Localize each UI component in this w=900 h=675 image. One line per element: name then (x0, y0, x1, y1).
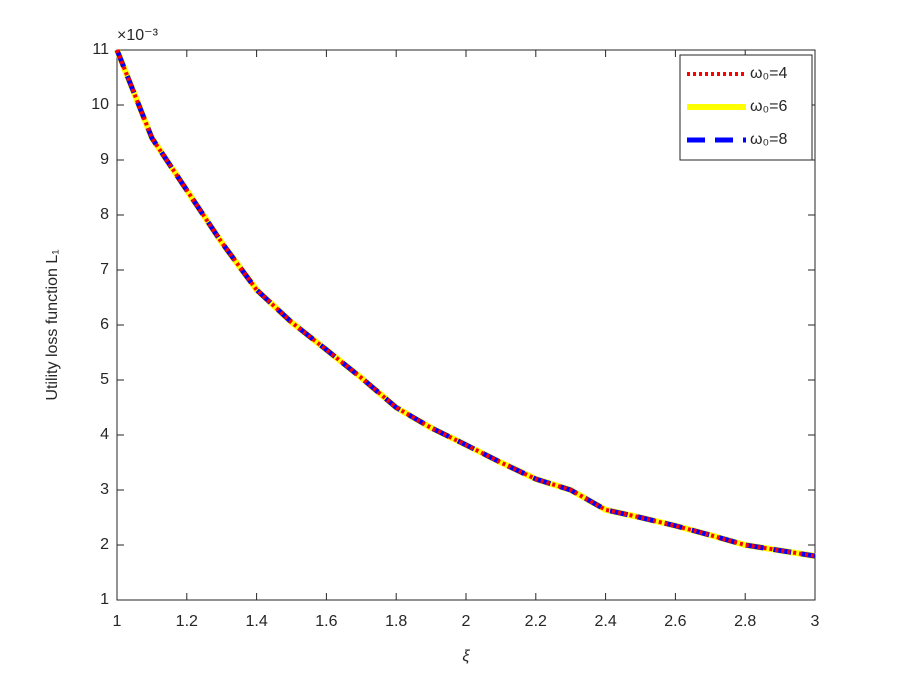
x-tick-label: 1.4 (245, 613, 267, 630)
x-tick-label: 3 (811, 613, 820, 630)
x-tick-label: 1.6 (315, 613, 337, 630)
series-line (115, 49, 816, 558)
x-tick-label: 2.6 (664, 613, 686, 630)
y-tick-label: 1 (100, 591, 109, 608)
x-tick-label: 1.8 (385, 613, 407, 630)
legend-label: ω₀=8 (750, 131, 787, 148)
y-tick-label: 4 (100, 426, 109, 443)
x-tick-label: 1.2 (176, 613, 198, 630)
x-tick-label: 2.2 (525, 613, 547, 630)
x-axis-label: ξ (462, 648, 470, 665)
y-tick-label: 8 (100, 206, 109, 223)
y-axis-label: Utility loss function L₁ (44, 249, 61, 400)
y-tick-label: 6 (100, 316, 109, 333)
y-tick-label: 2 (100, 536, 109, 553)
y-tick-label: 7 (100, 261, 109, 278)
x-tick-label: 2 (462, 613, 471, 630)
y-tick-label: 10 (91, 96, 109, 113)
y-multiplier: ×10⁻³ (117, 27, 159, 44)
y-tick-label: 5 (100, 371, 109, 388)
legend-label: ω₀=4 (750, 65, 787, 82)
y-tick-label: 9 (100, 151, 109, 168)
x-tick-label: 2.4 (594, 613, 616, 630)
legend-label: ω₀=6 (750, 98, 787, 115)
y-tick-label: 3 (100, 481, 109, 498)
y-tick-label: 11 (92, 41, 109, 58)
x-tick-label: 2.8 (734, 613, 756, 630)
x-tick-label: 1 (113, 613, 122, 630)
